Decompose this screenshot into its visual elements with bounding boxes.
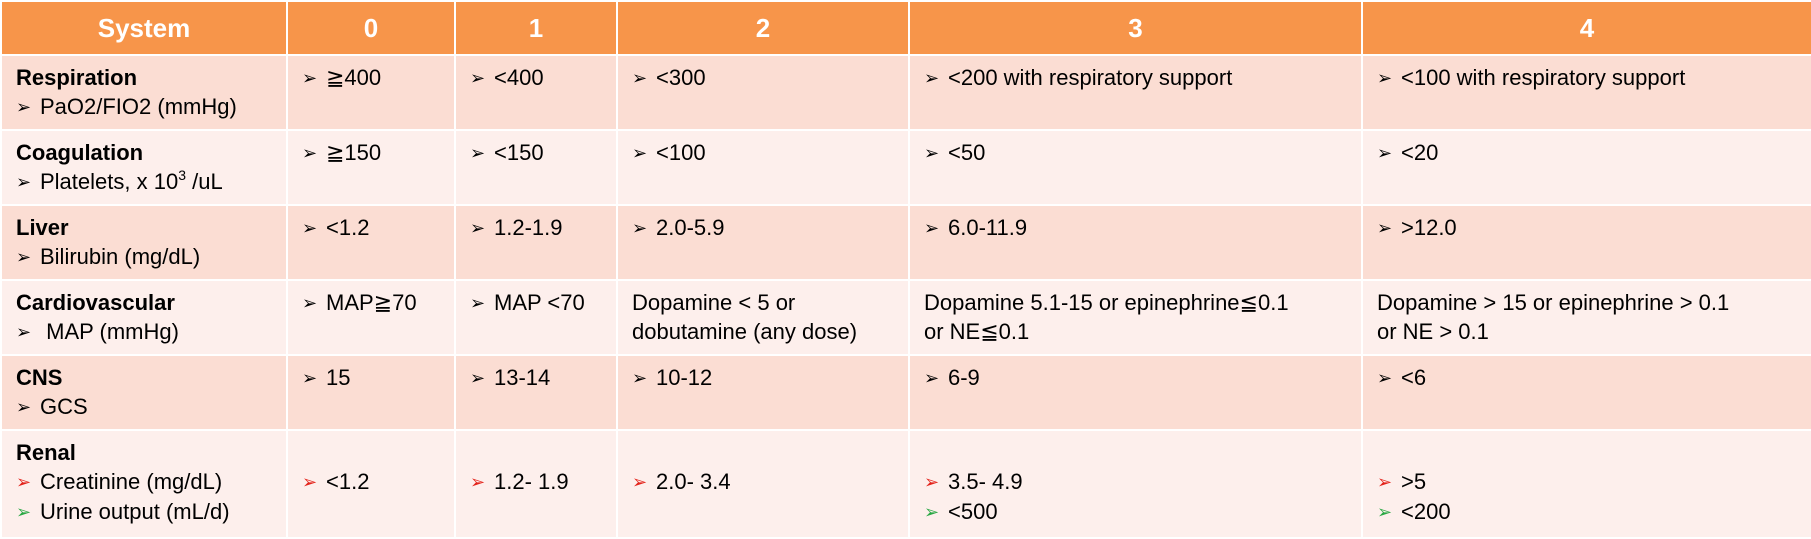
system-parameter-creatinine: ➢ Creatinine (mg/dL) — [16, 467, 272, 497]
arrowhead-bullet-icon: ➢ — [1377, 218, 1393, 238]
score-1-cell: ➢ <400 — [454, 54, 618, 131]
score-3-cell: ➢ 3.5- 4.9 ➢ <500 — [908, 429, 1363, 539]
arrowhead-bullet-icon: ➢ — [1377, 368, 1393, 388]
arrowhead-bullet-icon: ➢ — [924, 472, 940, 492]
score-1-cell: ➢ <150 — [454, 129, 618, 206]
arrowhead-bullet-icon: ➢ — [302, 218, 318, 238]
header-score-0: 0 — [286, 0, 456, 56]
score-3-cell: ➢ 6.0-11.9 — [908, 204, 1363, 281]
arrowhead-bullet-icon: ➢ — [16, 502, 32, 522]
score-1-cell: ➢ 1.2- 1.9 — [454, 429, 618, 539]
score-1-cell: ➢ 13-14 — [454, 354, 618, 431]
score-3-cell: ➢ <200 with respiratory support — [908, 54, 1363, 131]
arrowhead-bullet-icon: ➢ — [16, 322, 32, 342]
system-name: Cardiovascular — [16, 290, 175, 315]
score-0-cell: ➢ <1.2 — [286, 204, 456, 281]
arrowhead-bullet-icon: ➢ — [470, 143, 486, 163]
arrowhead-bullet-icon: ➢ — [16, 97, 32, 117]
arrowhead-bullet-icon: ➢ — [632, 143, 648, 163]
system-name: Renal — [16, 440, 76, 465]
arrowhead-bullet-icon: ➢ — [16, 247, 32, 267]
arrowhead-bullet-icon: ➢ — [302, 472, 318, 492]
header-score-1: 1 — [454, 0, 618, 56]
system-cell: Liver ➢ Bilirubin (mg/dL) — [0, 204, 288, 281]
system-parameter: ➢ GCS — [16, 392, 272, 422]
arrowhead-bullet-icon: ➢ — [470, 68, 486, 88]
arrowhead-bullet-icon: ➢ — [302, 143, 318, 163]
system-name: Coagulation — [16, 140, 144, 165]
score-3-cell: Dopamine 5.1-15 or epinephrine≦0.1 or NE… — [908, 279, 1363, 356]
score-2-cell: ➢ <300 — [616, 54, 910, 131]
system-parameter: ➢ PaO2/FIO2 (mmHg) — [16, 92, 272, 122]
score-0-cell: ➢ <1.2 — [286, 429, 456, 539]
arrowhead-bullet-icon: ➢ — [632, 368, 648, 388]
score-2-cell: ➢ 2.0-5.9 — [616, 204, 910, 281]
system-parameter-urine: ➢ Urine output (mL/d) — [16, 497, 272, 527]
table-row-respiration: Respiration ➢ PaO2/FIO2 (mmHg) ➢ ≧400 ➢ <40… — [0, 54, 1811, 131]
score-0-cell: ➢ MAP≧70 — [286, 279, 456, 356]
system-parameter: ➢ Bilirubin (mg/dL) — [16, 242, 272, 272]
arrowhead-bullet-icon: ➢ — [1377, 143, 1393, 163]
score-4-cell: ➢ <6 — [1361, 354, 1811, 431]
arrowhead-bullet-icon: ➢ — [924, 68, 940, 88]
system-cell: Respiration ➢ PaO2/FIO2 (mmHg) — [0, 54, 288, 131]
score-2-cell: ➢ 10-12 — [616, 354, 910, 431]
score-3-cell: ➢ <50 — [908, 129, 1363, 206]
arrowhead-bullet-icon: ➢ — [470, 293, 486, 313]
table-row-cns: CNS ➢ GCS ➢ 15 ➢ 13-14 ➢ 10-12 ➢ 6-9 ➢ <6 — [0, 354, 1811, 431]
score-2-cell: Dopamine < 5 or dobutamine (any dose) — [616, 279, 910, 356]
header-system: System — [0, 0, 288, 56]
score-0-cell: ➢ ≧150 — [286, 129, 456, 206]
system-name: CNS — [16, 365, 63, 390]
arrowhead-bullet-icon: ➢ — [302, 293, 318, 313]
arrowhead-bullet-icon: ➢ — [1377, 68, 1393, 88]
score-4-cell: Dopamine > 15 or epinephrine > 0.1 or NE… — [1361, 279, 1811, 356]
score-0-cell: ➢ 15 — [286, 354, 456, 431]
arrowhead-bullet-icon: ➢ — [16, 172, 32, 192]
system-name: Respiration — [16, 65, 138, 90]
system-parameter: ➢ MAP (mmHg) — [16, 317, 272, 347]
arrowhead-bullet-icon: ➢ — [302, 368, 318, 388]
table-row-renal: Renal ➢ Creatinine (mg/dL) ➢ Urine output … — [0, 429, 1811, 539]
score-4-cell: ➢ >12.0 — [1361, 204, 1811, 281]
table-row-liver: Liver ➢ Bilirubin (mg/dL) ➢ <1.2 ➢ 1.2-1.9 … — [0, 204, 1811, 281]
system-cell: Coagulation ➢ Platelets, x 103 /uL — [0, 129, 288, 206]
score-4-cell: ➢ >5 ➢ <200 — [1361, 429, 1811, 539]
arrowhead-bullet-icon: ➢ — [470, 472, 486, 492]
arrowhead-bullet-icon: ➢ — [632, 218, 648, 238]
arrowhead-bullet-icon: ➢ — [924, 218, 940, 238]
arrowhead-bullet-icon: ➢ — [924, 368, 940, 388]
score-1-cell: ➢ 1.2-1.9 — [454, 204, 618, 281]
system-cell: Cardiovascular ➢ MAP (mmHg) — [0, 279, 288, 356]
arrowhead-bullet-icon: ➢ — [470, 218, 486, 238]
arrowhead-bullet-icon: ➢ — [1377, 502, 1393, 522]
score-1-cell: ➢ MAP <70 — [454, 279, 618, 356]
header-score-4: 4 — [1361, 0, 1811, 56]
score-3-cell: ➢ 6-9 — [908, 354, 1363, 431]
score-2-cell: ➢ 2.0- 3.4 — [616, 429, 910, 539]
header-score-2: 2 — [616, 0, 910, 56]
arrowhead-bullet-icon: ➢ — [632, 68, 648, 88]
arrowhead-bullet-icon: ➢ — [470, 368, 486, 388]
system-cell: CNS ➢ GCS — [0, 354, 288, 431]
table-header-row: System 0 1 2 3 4 — [0, 0, 1811, 56]
score-2-cell: ➢ <100 — [616, 129, 910, 206]
table-row-coagulation: Coagulation ➢ Platelets, x 103 /uL ➢ ≧150 … — [0, 129, 1811, 206]
arrowhead-bullet-icon: ➢ — [16, 472, 32, 492]
score-0-cell: ➢ ≧400 — [286, 54, 456, 131]
system-name: Liver — [16, 215, 69, 240]
system-parameter: ➢ Platelets, x 103 /uL — [16, 167, 272, 197]
arrowhead-bullet-icon: ➢ — [924, 143, 940, 163]
score-4-cell: ➢ <100 with respiratory support — [1361, 54, 1811, 131]
header-score-3: 3 — [908, 0, 1363, 56]
score-4-cell: ➢ <20 — [1361, 129, 1811, 206]
arrowhead-bullet-icon: ➢ — [924, 502, 940, 522]
arrowhead-bullet-icon: ➢ — [16, 397, 32, 417]
arrowhead-bullet-icon: ➢ — [632, 472, 648, 492]
table-row-cardiovascular: Cardiovascular ➢ MAP (mmHg) ➢ MAP≧70 ➢ MAP… — [0, 279, 1811, 356]
arrowhead-bullet-icon: ➢ — [302, 68, 318, 88]
system-cell: Renal ➢ Creatinine (mg/dL) ➢ Urine output … — [0, 429, 288, 539]
arrowhead-bullet-icon: ➢ — [1377, 472, 1393, 492]
